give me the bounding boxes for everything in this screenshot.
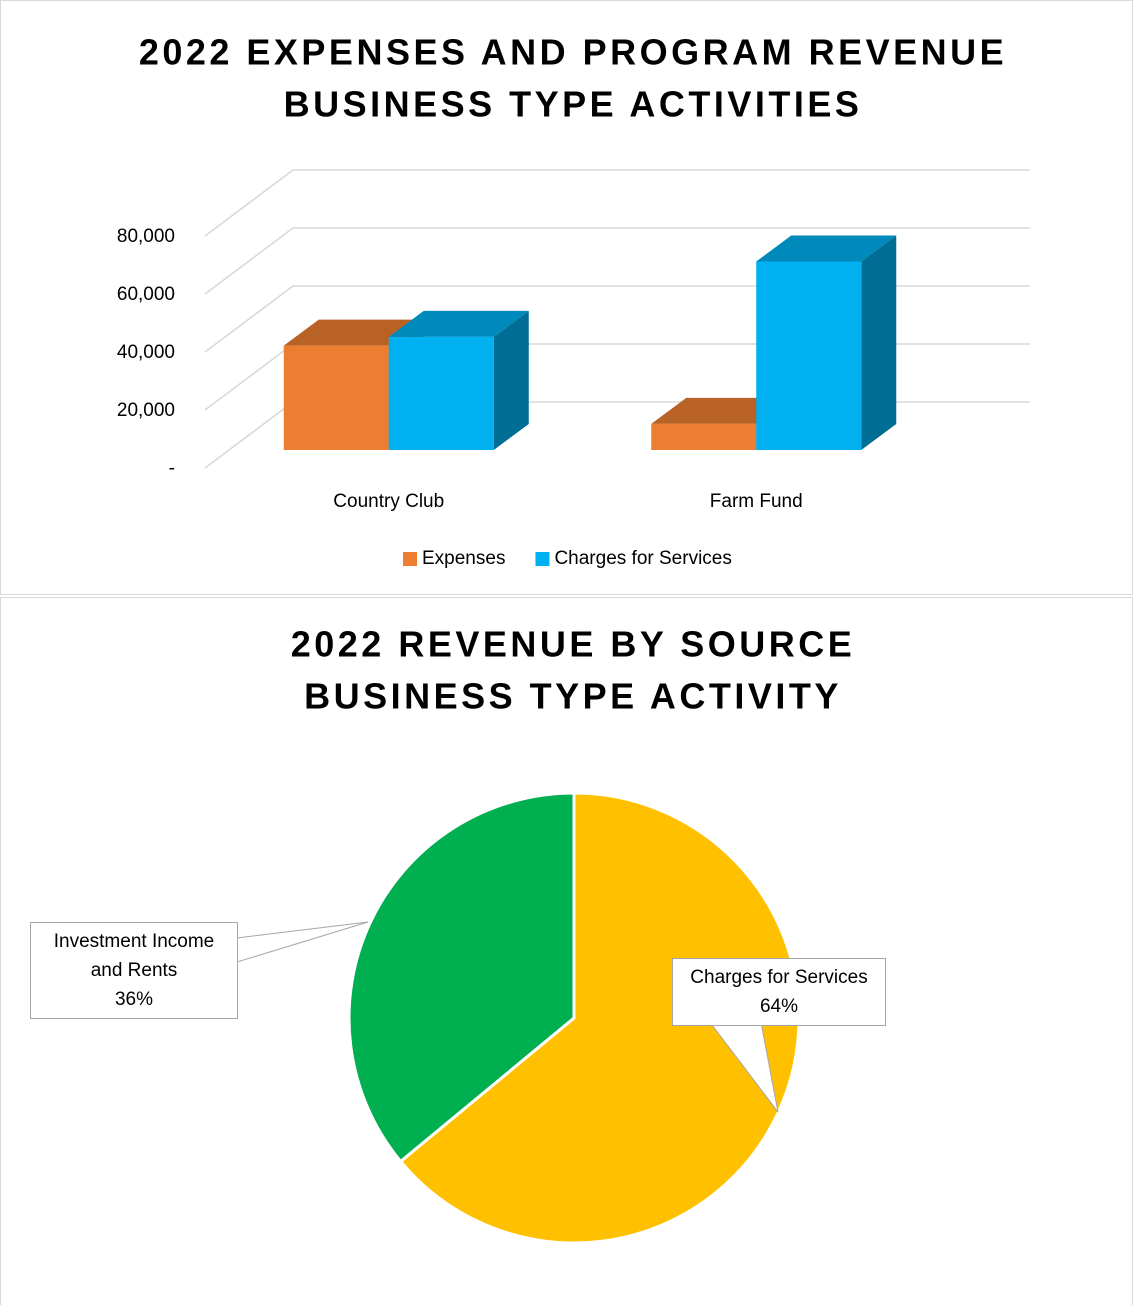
grid-line-side bbox=[204, 401, 294, 469]
grid-line-side bbox=[204, 227, 294, 295]
y-tick-label: - bbox=[169, 458, 175, 479]
y-tick-label: 80,000 bbox=[117, 226, 175, 247]
y-tick-label: 40,000 bbox=[117, 342, 175, 363]
grid-line-side bbox=[204, 169, 294, 237]
x-tick-label: Country Club bbox=[333, 491, 444, 512]
bar bbox=[283, 345, 389, 450]
grid-line-side bbox=[204, 285, 294, 353]
x-tick-label: Farm Fund bbox=[710, 491, 803, 512]
chart-title: BUSINESS TYPE ACTIVITY bbox=[304, 676, 842, 717]
data-label: Charges for Services 64% bbox=[672, 958, 886, 1026]
bar-side bbox=[493, 310, 529, 450]
bar bbox=[651, 423, 757, 450]
grid-line-side bbox=[204, 343, 294, 411]
bar bbox=[756, 261, 862, 450]
pie-slice bbox=[398, 791, 801, 1245]
data-label-value: 36% bbox=[114, 989, 154, 1010]
y-tick-label: 20,000 bbox=[117, 400, 175, 421]
data-label-category: Charges for Services bbox=[690, 967, 868, 988]
callout-pointer bbox=[236, 921, 369, 963]
data-label-category: Investment Income and Rents bbox=[53, 931, 215, 981]
data-label: Investment Income and Rents 36% bbox=[30, 922, 238, 1019]
chart-title: BUSINESS TYPE ACTIVITIES bbox=[284, 84, 863, 125]
y-tick-label: 60,000 bbox=[117, 284, 175, 305]
bar-top bbox=[756, 235, 897, 262]
chart-title: 2022 REVENUE BY SOURCE bbox=[291, 624, 856, 665]
chart-title: 2022 EXPENSES AND PROGRAM REVENUE bbox=[139, 32, 1007, 73]
data-label-value: 64% bbox=[759, 996, 799, 1017]
legend-swatch bbox=[403, 552, 417, 566]
legend-label: Charges for Services bbox=[554, 548, 731, 569]
bar-side bbox=[861, 235, 897, 450]
legend-label: Expenses bbox=[422, 548, 505, 569]
pie-slice bbox=[347, 791, 576, 1164]
bar-top bbox=[388, 310, 529, 337]
legend-swatch bbox=[535, 552, 550, 566]
bar bbox=[388, 336, 494, 450]
